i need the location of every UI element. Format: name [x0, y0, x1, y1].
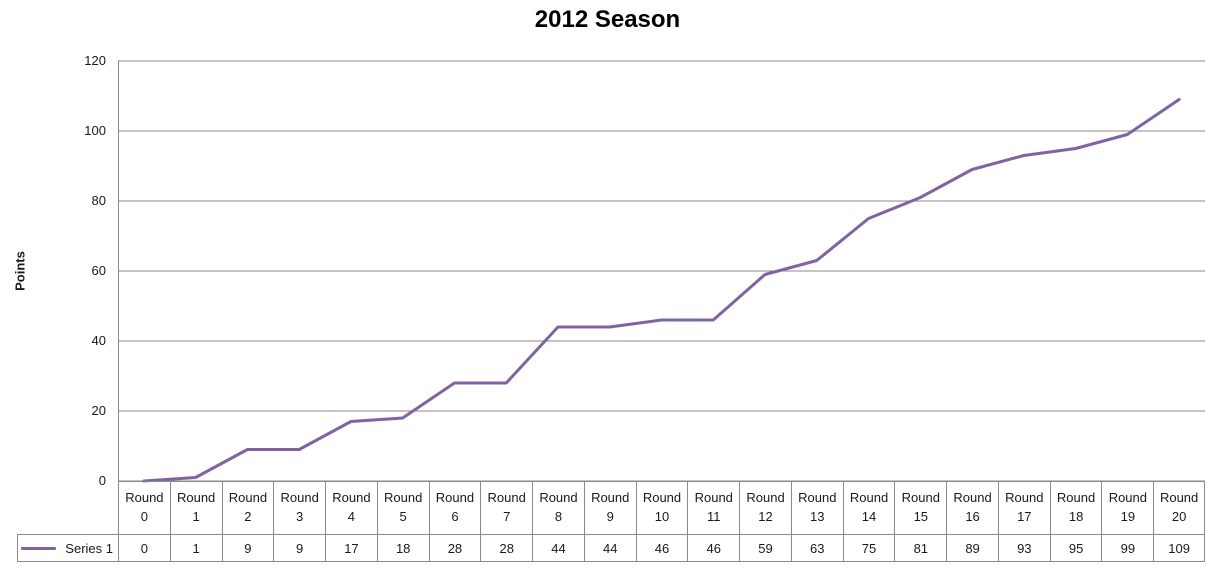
value-cell: 9 [221, 534, 274, 562]
category-header-cell: Round 15 [894, 481, 947, 534]
value-cell: 81 [894, 534, 947, 562]
category-header-cell: Round 13 [790, 481, 843, 534]
value-cell: 0 [118, 534, 170, 562]
category-header-cell: Round 1 [169, 481, 222, 534]
category-header-cell: Round 19 [1101, 481, 1154, 534]
category-header-cell: Round 2 [221, 481, 274, 534]
category-header-cell: Round 8 [532, 481, 584, 534]
value-cell: 99 [1101, 534, 1154, 562]
value-cell: 46 [687, 534, 740, 562]
value-cell: 44 [583, 534, 636, 562]
category-header-cell: Round 4 [325, 481, 377, 534]
category-header-cell: Round 11 [687, 481, 740, 534]
value-cell: 44 [532, 534, 584, 562]
y-tick-label: 80 [91, 193, 106, 208]
category-header-cell: Round 10 [635, 481, 688, 534]
value-cell: 17 [325, 534, 377, 562]
y-tick-label: 120 [84, 53, 106, 68]
data-table: Series 1 Round 0 Round 1 Round 2 Round 3 Rou… [17, 481, 1205, 562]
series-line-swatch-icon [21, 546, 56, 550]
category-header-cell: Round 6 [428, 481, 481, 534]
value-cell: 109 [1153, 534, 1205, 562]
category-header-cell: Round 18 [1049, 481, 1102, 534]
value-cell: 28 [428, 534, 481, 562]
value-cell: 9 [273, 534, 326, 562]
y-tick-label: 60 [91, 263, 106, 278]
y-tick-label: 40 [91, 333, 106, 348]
category-header-cell: Round 7 [480, 481, 533, 534]
value-cell: 75 [842, 534, 895, 562]
y-tick-label: 100 [84, 123, 106, 138]
legend-series-1: Series 1 [17, 534, 118, 562]
y-tick-label: 0 [98, 473, 106, 488]
chart-title: 2012 Season [534, 6, 681, 33]
value-cell: 1 [169, 534, 222, 562]
category-header-cell: Round 17 [997, 481, 1050, 534]
value-cell: 63 [790, 534, 843, 562]
value-cell: 28 [480, 534, 533, 562]
category-header-cell: Round 16 [946, 481, 998, 534]
value-cell: 59 [739, 534, 791, 562]
category-header-cell: Round 5 [376, 481, 429, 534]
y-tick-label: 20 [91, 403, 106, 418]
category-header-cell: Round 12 [739, 481, 791, 534]
y-axis-title: Points [12, 251, 28, 291]
category-header-cell: Round 14 [842, 481, 895, 534]
value-cell: 46 [635, 534, 688, 562]
value-cell: 95 [1049, 534, 1102, 562]
category-header-cell: Round 20 [1153, 481, 1205, 534]
category-header-cell: Round 9 [583, 481, 636, 534]
value-cell: 89 [946, 534, 998, 562]
series-1-line [142, 98, 1181, 483]
table-corner-cell [17, 481, 118, 534]
value-cell: 93 [997, 534, 1050, 562]
category-header-cell: Round 3 [273, 481, 326, 534]
legend-series-label: Series 1 [65, 540, 113, 556]
plot-area [118, 60, 1205, 483]
category-header-cell: Round 0 [118, 481, 170, 534]
value-cell: 18 [376, 534, 429, 562]
